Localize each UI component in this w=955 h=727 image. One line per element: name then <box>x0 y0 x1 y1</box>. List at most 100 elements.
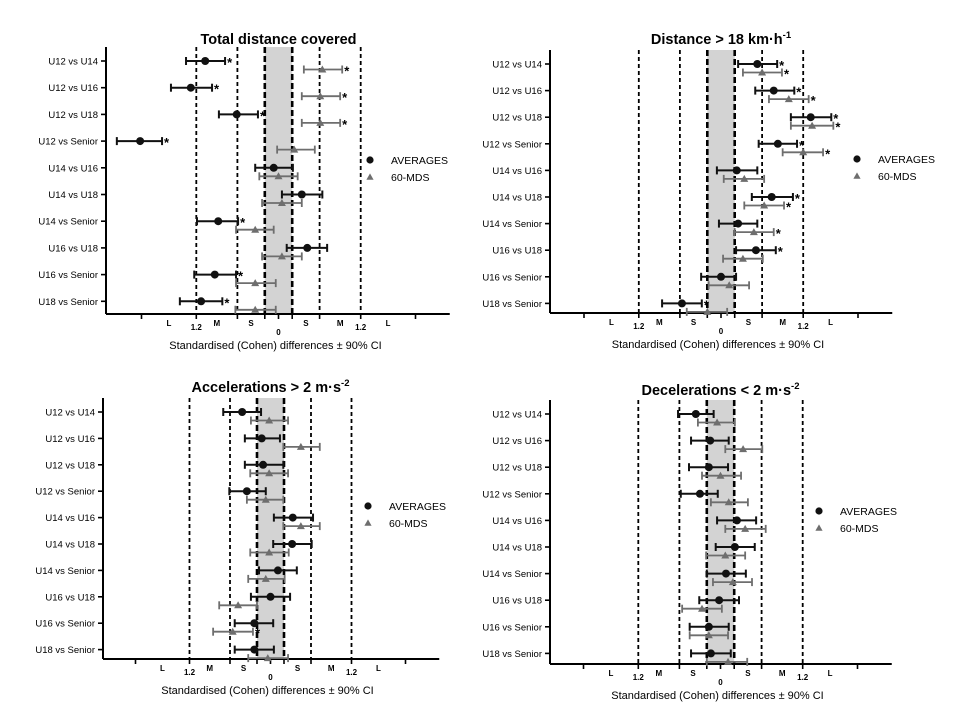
zone-label: M <box>206 664 213 673</box>
mds-marker <box>277 252 286 260</box>
mds-point-group <box>681 604 723 613</box>
chart-title-superscript: -1 <box>783 30 792 41</box>
significance-star: * <box>795 191 801 206</box>
significance-star: * <box>342 117 348 132</box>
zone-label: L <box>608 669 613 678</box>
mds-marker <box>265 469 274 477</box>
mds-point-group <box>688 631 729 640</box>
y-category-label: U12 vs U16 <box>492 86 542 97</box>
averages-marker <box>250 645 259 654</box>
averages-marker <box>695 489 704 498</box>
averages-point-group <box>243 434 281 443</box>
mds-point-group <box>705 551 747 560</box>
averages-marker <box>734 219 743 228</box>
averages-point-group: * <box>115 135 170 150</box>
averages-marker <box>715 596 724 605</box>
mds-marker <box>724 498 733 506</box>
significance-star: * <box>704 297 710 312</box>
mds-marker <box>749 228 758 236</box>
significance-star: * <box>260 108 266 123</box>
averages-point-group <box>228 487 267 496</box>
y-category-label: U12 vs U18 <box>48 110 98 121</box>
significance-star: * <box>825 146 831 161</box>
significance-star: * <box>833 111 839 126</box>
mds-point-group: * <box>743 200 792 215</box>
mds-point-group <box>685 307 729 316</box>
x-tick-label: 0 <box>718 678 723 687</box>
x-tick-label: 1.2 <box>355 323 367 332</box>
significance-star: * <box>799 138 805 153</box>
averages-point-group <box>222 408 263 416</box>
mds-marker <box>704 631 713 639</box>
legend-triangle-icon <box>853 172 861 179</box>
mds-point-group <box>245 495 285 504</box>
legend: AVERAGES 60-MDS <box>815 506 897 535</box>
mds-marker <box>277 199 286 206</box>
averages-marker <box>259 460 268 469</box>
averages-marker <box>257 434 266 443</box>
mds-point-group <box>261 252 303 261</box>
y-category-label: U16 vs Senior <box>35 619 95 630</box>
legend-item: AVERAGES <box>364 501 446 513</box>
zone-label: M <box>779 318 786 327</box>
averages-marker <box>303 243 312 252</box>
averages-point-group <box>705 569 747 578</box>
legend-label: 60-MDS <box>840 523 879 535</box>
averages-marker <box>288 513 297 522</box>
mds-point-group: * <box>302 64 350 79</box>
averages-point-group <box>698 596 740 605</box>
y-category-label: U14 vs Senior <box>38 217 98 228</box>
y-category-label: U16 vs Senior <box>482 272 542 283</box>
averages-point-group <box>688 622 730 631</box>
legend-label: 60-MDS <box>878 171 917 183</box>
legend-label: AVERAGES <box>840 506 897 518</box>
y-category-label: U12 vs U16 <box>48 83 98 94</box>
averages-marker <box>197 297 206 306</box>
averages-marker <box>297 190 306 199</box>
averages-point-group <box>716 516 758 525</box>
x-tick-label: 1.2 <box>633 673 645 682</box>
y-category-label: U14 vs Senior <box>482 219 542 230</box>
x-tick-label: 0 <box>276 328 281 337</box>
legend-item: 60-MDS <box>364 518 428 530</box>
zone-label: L <box>166 319 171 328</box>
averages-point-group <box>690 649 732 658</box>
zone-label: L <box>828 669 833 678</box>
mds-marker <box>251 279 260 287</box>
mds-marker <box>251 225 260 233</box>
legend-label: 60-MDS <box>391 172 430 184</box>
legend-label: 60-MDS <box>389 518 428 530</box>
y-category-label: U16 vs U18 <box>492 596 542 607</box>
significance-star: * <box>214 82 220 97</box>
averages-marker <box>186 83 195 92</box>
x-tick-label: 1.2 <box>191 323 203 332</box>
averages-marker <box>806 113 815 122</box>
averages-point-group: * <box>185 55 233 70</box>
averages-point-group <box>272 540 313 548</box>
averages-point-group <box>254 163 294 172</box>
x-tick-label: 1.2 <box>798 322 810 331</box>
mds-point-group: * <box>733 226 782 241</box>
x-axis-label: Standardised (Cohen) differences ± 90% C… <box>611 690 824 702</box>
mds-marker <box>251 305 260 313</box>
mds-point-group: * <box>300 90 348 105</box>
mds-point-group <box>712 578 753 587</box>
averages-point-group <box>280 190 324 199</box>
averages-point-group: * <box>750 191 801 206</box>
mds-marker <box>716 471 725 479</box>
mds-marker <box>721 551 730 559</box>
zone-label: L <box>160 664 165 673</box>
legend-item: 60-MDS <box>815 523 879 535</box>
mds-point-group <box>722 254 764 263</box>
legend: AVERAGES 60-MDS <box>853 154 935 183</box>
mds-marker <box>296 442 305 450</box>
zone-label: S <box>691 318 697 327</box>
averages-marker <box>704 463 713 472</box>
averages-point-group <box>715 166 759 175</box>
mds-marker <box>316 92 325 100</box>
mds-point-group: * <box>300 117 348 132</box>
zone-label: M <box>214 319 221 328</box>
zone-label: S <box>746 318 752 327</box>
x-tick-label: 1.2 <box>633 322 645 331</box>
chart-title-text: Total distance covered <box>200 32 356 48</box>
